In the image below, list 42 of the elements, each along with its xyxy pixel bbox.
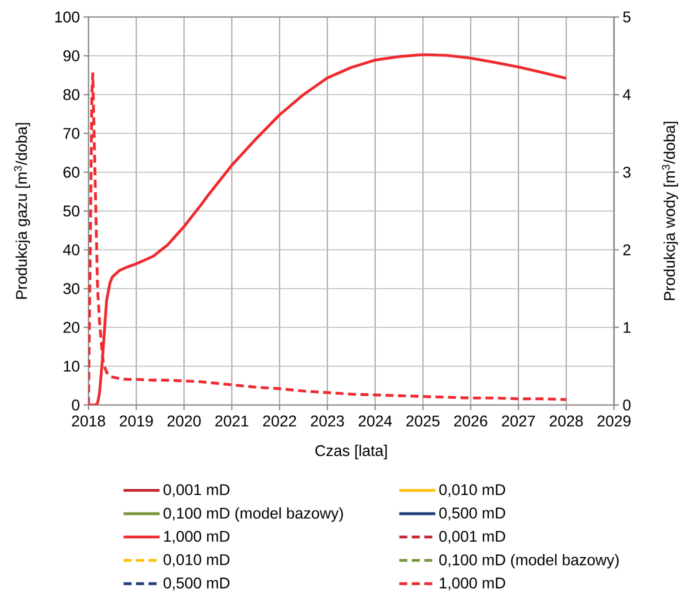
- y-tick-label: 20: [64, 322, 80, 333]
- legend-label: 0,500 mD: [164, 578, 230, 590]
- y2-tick-label: 5: [623, 12, 630, 22]
- x-tick-label: 2029: [598, 416, 631, 427]
- legend-label: 0,010 mD: [164, 554, 230, 567]
- legend-label: 0,001 mD: [164, 484, 230, 497]
- y-tick-label: 90: [63, 50, 80, 62]
- legend-label: 0,100 mD (model bazowy): [164, 507, 343, 522]
- x-tick-label: 2024: [358, 416, 392, 427]
- y-tick-label: 80: [63, 89, 80, 100]
- x-tick-label: 2022: [263, 416, 296, 427]
- y-tick-label: 70: [64, 128, 80, 139]
- y2-axis-title: Produkcja wody [m$^{3}$/doba]: [662, 122, 678, 300]
- x-tick-label: 2025: [406, 416, 440, 427]
- x-tick-label: 2018: [72, 416, 106, 427]
- y2-tick-label: 0: [623, 400, 631, 410]
- x-tick-label: 2020: [168, 416, 201, 427]
- x-tick-label: 2027: [502, 416, 535, 427]
- x-tick-label: 2028: [550, 416, 583, 427]
- x-axis-title: Czas [lata]: [315, 444, 387, 460]
- legend-label: 0,010 mD: [439, 484, 506, 497]
- y2-tick-label: 4: [622, 89, 631, 100]
- legend-label: 0,001 mD: [439, 530, 506, 544]
- legend-label: 1,000 mD: [440, 578, 506, 590]
- x-tick-label: 2019: [120, 416, 153, 427]
- y-tick-label: 10: [64, 360, 80, 372]
- y2-tick-label: 2: [623, 244, 630, 256]
- y2-tick-label: 3: [623, 166, 630, 178]
- x-tick-label: 2021: [215, 416, 248, 427]
- legend-label: 0,100 mD (model bazowy): [439, 554, 619, 568]
- legend-label: 1,000 mD: [164, 530, 230, 544]
- y-axis-title: Produkcja gazu [m$^{3}$/doba]: [14, 123, 30, 299]
- y2-tick-label: 1: [624, 322, 630, 333]
- y-tick-label: 60: [64, 166, 80, 178]
- y-tick-label: 30: [63, 283, 80, 294]
- x-tick-label: 2023: [310, 416, 344, 427]
- y-tick-label: 40: [63, 244, 80, 256]
- y-tick-label: 50: [63, 206, 80, 216]
- y-tick-label: 0: [72, 400, 80, 410]
- x-tick-label: 2026: [454, 416, 488, 427]
- y-tick-label: 100: [55, 12, 80, 22]
- legend-label: 0,500 mD: [439, 508, 506, 520]
